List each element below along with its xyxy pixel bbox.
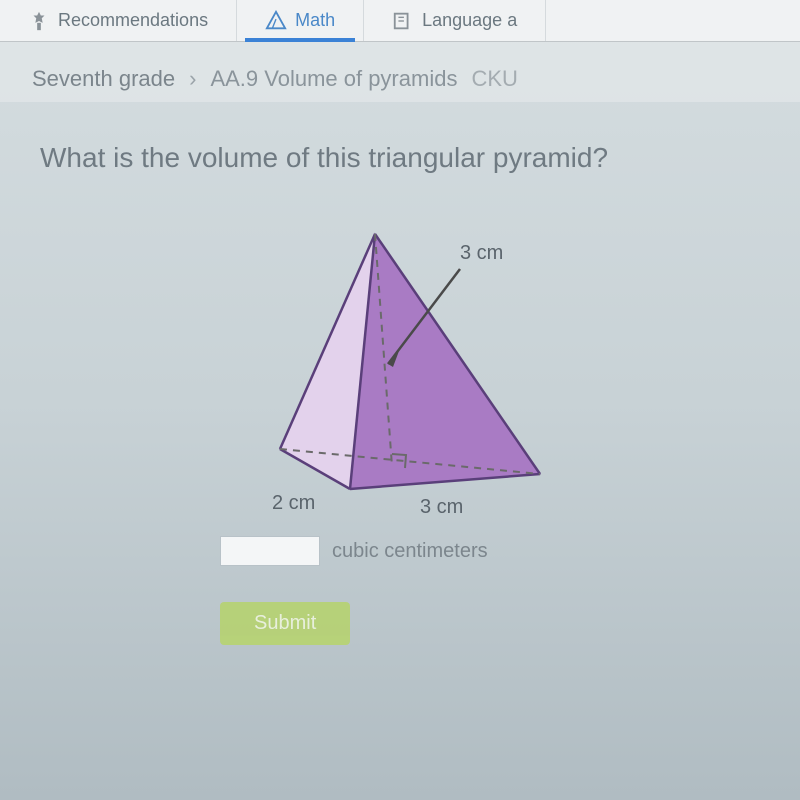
base-front-label: 3 cm	[420, 496, 463, 519]
answer-input[interactable]	[220, 536, 320, 566]
breadcrumb-grade[interactable]: Seventh grade	[32, 66, 175, 92]
question-text: What is the volume of this triangular py…	[40, 142, 760, 174]
answer-row: cubic centimeters	[220, 536, 580, 566]
breadcrumb: Seventh grade › AA.9 Volume of pyramids …	[0, 42, 800, 102]
tab-label: Recommendations	[58, 10, 208, 31]
tab-recommendations[interactable]: Recommendations	[0, 0, 237, 41]
submit-button[interactable]: Submit	[220, 602, 350, 645]
submit-wrap: Submit	[220, 602, 580, 645]
pyramid-figure: 3 cm 2 cm 3 cm	[220, 214, 580, 524]
tab-label: Language a	[422, 10, 517, 31]
language-icon	[392, 10, 414, 32]
base-side-label: 2 cm	[272, 492, 315, 515]
height-label: 3 cm	[460, 242, 503, 265]
pyramid-front-face	[350, 234, 540, 489]
top-tabs: Recommendations Math Language a	[0, 0, 800, 42]
breadcrumb-title: AA.9 Volume of pyramids	[210, 66, 457, 92]
breadcrumb-code: CKU	[471, 66, 517, 92]
content: What is the volume of this triangular py…	[0, 102, 800, 645]
math-icon	[265, 10, 287, 32]
recommendations-icon	[28, 10, 50, 32]
tab-math[interactable]: Math	[237, 0, 364, 41]
breadcrumb-separator: ›	[189, 66, 196, 92]
pyramid-svg	[220, 214, 580, 524]
answer-unit: cubic centimeters	[332, 540, 488, 563]
tab-label: Math	[295, 10, 335, 31]
tab-language[interactable]: Language a	[364, 0, 546, 41]
